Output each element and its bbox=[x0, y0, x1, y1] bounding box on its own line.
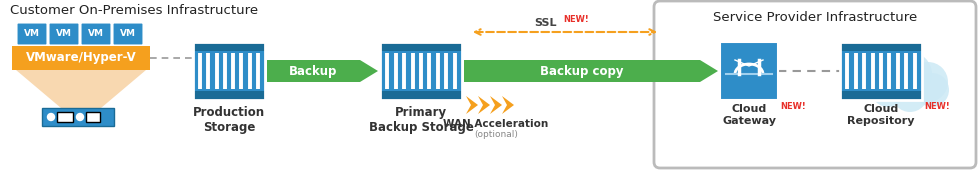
FancyBboxPatch shape bbox=[48, 23, 79, 46]
Text: Primary
Backup Storage: Primary Backup Storage bbox=[368, 106, 473, 134]
Circle shape bbox=[872, 62, 912, 102]
Text: SSL: SSL bbox=[534, 18, 557, 28]
FancyBboxPatch shape bbox=[380, 42, 462, 51]
FancyBboxPatch shape bbox=[720, 42, 778, 100]
Circle shape bbox=[871, 73, 905, 107]
FancyBboxPatch shape bbox=[193, 42, 265, 100]
Polygon shape bbox=[502, 96, 514, 114]
FancyBboxPatch shape bbox=[57, 112, 73, 122]
Text: NEW!: NEW! bbox=[563, 15, 589, 24]
Text: VM: VM bbox=[24, 30, 40, 39]
Text: NEW!: NEW! bbox=[780, 102, 806, 111]
FancyBboxPatch shape bbox=[840, 91, 922, 100]
Text: Cloud
Repository: Cloud Repository bbox=[848, 104, 914, 126]
Polygon shape bbox=[464, 60, 718, 82]
FancyBboxPatch shape bbox=[840, 42, 922, 51]
FancyBboxPatch shape bbox=[113, 23, 143, 46]
Circle shape bbox=[888, 52, 932, 96]
Text: VM: VM bbox=[56, 30, 72, 39]
FancyBboxPatch shape bbox=[380, 42, 462, 100]
Polygon shape bbox=[466, 96, 478, 114]
Text: WAN Acceleration: WAN Acceleration bbox=[443, 119, 549, 129]
Text: Service Provider Infrastructure: Service Provider Infrastructure bbox=[712, 11, 917, 24]
Circle shape bbox=[908, 62, 948, 102]
Circle shape bbox=[76, 114, 83, 121]
FancyBboxPatch shape bbox=[840, 42, 922, 100]
Polygon shape bbox=[16, 70, 146, 108]
Polygon shape bbox=[267, 60, 378, 82]
Polygon shape bbox=[478, 96, 490, 114]
FancyBboxPatch shape bbox=[380, 91, 462, 100]
Text: Backup copy: Backup copy bbox=[540, 64, 623, 78]
Text: (optional): (optional) bbox=[474, 130, 518, 139]
Circle shape bbox=[47, 114, 55, 121]
Circle shape bbox=[915, 73, 949, 107]
Text: Production
Storage: Production Storage bbox=[193, 106, 265, 134]
Text: Backup: Backup bbox=[289, 64, 338, 78]
Polygon shape bbox=[490, 96, 502, 114]
FancyBboxPatch shape bbox=[193, 91, 265, 100]
Text: VMware/Hyper-V: VMware/Hyper-V bbox=[25, 51, 136, 64]
Text: VM: VM bbox=[88, 30, 104, 39]
Text: VM: VM bbox=[120, 30, 136, 39]
FancyBboxPatch shape bbox=[86, 112, 100, 122]
Text: Cloud
Gateway: Cloud Gateway bbox=[722, 104, 776, 126]
FancyBboxPatch shape bbox=[80, 23, 112, 46]
Text: Customer On-Premises Infrastructure: Customer On-Premises Infrastructure bbox=[10, 4, 258, 17]
Circle shape bbox=[892, 76, 928, 112]
FancyBboxPatch shape bbox=[193, 42, 265, 51]
FancyBboxPatch shape bbox=[17, 23, 47, 46]
FancyBboxPatch shape bbox=[42, 108, 114, 126]
FancyBboxPatch shape bbox=[12, 46, 150, 70]
Text: NEW!: NEW! bbox=[924, 102, 950, 111]
